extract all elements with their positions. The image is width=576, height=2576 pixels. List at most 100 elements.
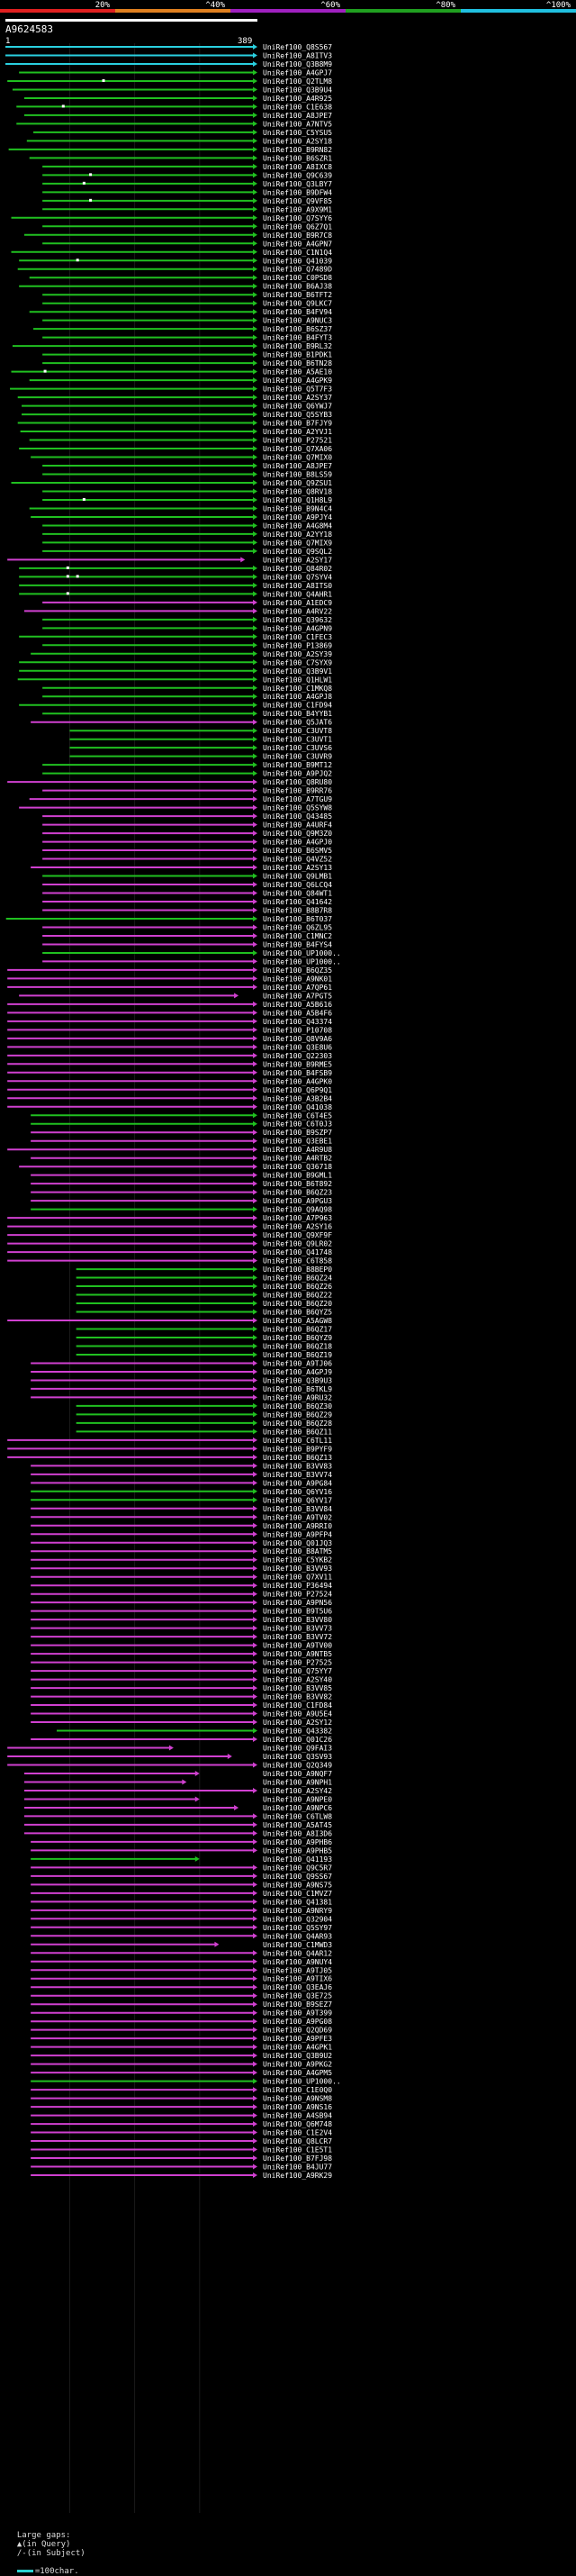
- scale-segment-60-80: [346, 9, 461, 13]
- hit-arrowhead: [253, 1318, 257, 1324]
- hit-row: UniRef100_A9TJ06: [31, 1359, 332, 1367]
- hit-arrowhead: [253, 1001, 257, 1007]
- hit-row: UniRef100_Q1HLW1: [17, 676, 332, 684]
- hit-arrowhead: [253, 1838, 257, 1845]
- hit-row: UniRef100_Q7XA06: [19, 445, 332, 453]
- hit-row: UniRef100_A8ITV3: [5, 51, 332, 59]
- hit-label: UniRef100_P27521: [263, 437, 332, 445]
- hit-arrowhead: [253, 121, 257, 127]
- hit-arrowhead: [253, 1992, 257, 1999]
- hit-arrowhead: [253, 309, 257, 315]
- hit-arrowhead: [253, 1027, 257, 1033]
- hit-label: UniRef100_A4R925: [263, 95, 332, 103]
- hit-arrowhead: [253, 821, 257, 828]
- scale-tick-label: ^60%: [320, 1, 340, 10]
- hit-arrowhead: [253, 574, 257, 580]
- hit-label: UniRef100_B6T892: [263, 1180, 332, 1188]
- hit-arrowhead: [253, 1086, 257, 1093]
- scale-segment-20-40: [115, 9, 230, 13]
- hit-arrowhead: [253, 1548, 257, 1555]
- hit-label: UniRef100_Q5T7F3: [263, 385, 332, 394]
- hit-arrowhead: [253, 540, 257, 546]
- hit-arrowhead: [253, 685, 257, 691]
- legend-query-gap-label: (in Query): [22, 2540, 71, 2549]
- hit-row: UniRef100_Q3B8M9: [5, 60, 332, 68]
- hit-arrowhead: [253, 1864, 257, 1871]
- hit-row: UniRef100_Q9ZSU1: [11, 479, 332, 487]
- gap-marker: [89, 198, 93, 202]
- hit-arrowhead: [253, 1309, 257, 1315]
- hit-label: UniRef100_C1FD94: [263, 702, 332, 710]
- gap-marker: [82, 497, 86, 501]
- hit-arrowhead: [253, 463, 257, 469]
- hit-row: UniRef100_A8I3D6: [23, 1829, 332, 1837]
- hit-label: UniRef100_A9TV00: [263, 1642, 332, 1650]
- hit-arrowhead: [253, 292, 257, 298]
- hit-label: UniRef100_A9NRY9: [263, 1907, 332, 1915]
- hit-label: UniRef100_Q9SQL2: [263, 548, 332, 556]
- hit-label: UniRef100_B3VV73: [263, 1625, 332, 1633]
- legend-gaps-label: Large gaps:: [16, 2531, 71, 2540]
- hit-label: UniRef100_C1E2V4: [263, 2129, 332, 2137]
- hit-arrowhead: [253, 223, 257, 230]
- hit-label: UniRef100_Q01C26: [263, 1736, 332, 1744]
- hit-label: UniRef100_B9RR76: [263, 787, 332, 795]
- hit-row: UniRef100_Q5T7F3: [10, 385, 332, 394]
- hit-row: UniRef100_Q2TLM8: [7, 77, 332, 86]
- hit-label: UniRef100_A4RV22: [263, 607, 332, 615]
- hit-row: UniRef100_Q6YWJ7: [22, 403, 332, 411]
- legend-scale-label: =100char.: [34, 2567, 79, 2576]
- hit-row: UniRef100_A7PGT5: [19, 992, 332, 1000]
- hit-label: UniRef100_A8IXC8: [263, 163, 332, 171]
- hit-arrowhead: [253, 1480, 257, 1486]
- hit-row: UniRef100_A2YY18: [42, 531, 332, 539]
- hit-arrowhead: [253, 779, 257, 785]
- hit-label: UniRef100_B9SEZ7: [263, 2000, 332, 2009]
- hit-row: UniRef100_A8JPE7: [23, 112, 332, 120]
- hit-label: UniRef100_Q7MIX0: [263, 454, 332, 462]
- hit-arrowhead: [253, 231, 257, 238]
- hit-arrowhead: [253, 694, 257, 700]
- hit-label: UniRef100_A8ITS0: [263, 582, 332, 590]
- hit-arrowhead: [253, 966, 257, 973]
- hit-arrowhead: [253, 1368, 257, 1374]
- hit-row: UniRef100_A4G8M4: [42, 522, 332, 530]
- gap-marker: [102, 78, 105, 82]
- hit-arrowhead: [253, 591, 257, 597]
- hit-row: UniRef100_A9PG08: [31, 2018, 332, 2026]
- hit-label: UniRef100_A9PGU3: [263, 1197, 332, 1205]
- hit-label: UniRef100_B6QZ30: [263, 1402, 332, 1410]
- hit-label: UniRef100_P10708: [263, 1026, 332, 1034]
- hit-row: UniRef100_Q8RU80: [7, 778, 332, 786]
- hit-row: UniRef100_Q7MIX0: [31, 454, 332, 462]
- hit-arrowhead: [253, 787, 257, 794]
- hit-arrowhead: [253, 975, 257, 982]
- hit-arrowhead: [253, 317, 257, 323]
- hit-label: UniRef100_B4FYT3: [263, 334, 332, 342]
- hit-arrowhead: [253, 1847, 257, 1854]
- hit-row: UniRef100_B3VV80: [31, 1616, 332, 1624]
- hit-label: UniRef100_Q3LBY7: [263, 180, 332, 188]
- hit-label: UniRef100_A9X9M1: [263, 205, 332, 213]
- hit-arrowhead: [253, 941, 257, 948]
- hit-row: UniRef100_B3VV84: [31, 1505, 332, 1513]
- hit-arrowhead: [253, 1120, 257, 1127]
- hit-arrowhead: [253, 1385, 257, 1392]
- hit-label: UniRef100_Q39632: [263, 616, 332, 624]
- hit-label: UniRef100_A9T399: [263, 2009, 332, 2018]
- hit-label: UniRef100_Q9C639: [263, 171, 332, 179]
- hit-label: UniRef100_B6QZ23: [263, 1189, 332, 1197]
- hit-label: UniRef100_B6TFT2: [263, 291, 332, 299]
- hit-arrowhead: [253, 958, 257, 965]
- hit-row: UniRef100_A9TV02: [31, 1513, 332, 1521]
- hit-row: UniRef100_Q2Q349: [7, 1761, 332, 1769]
- hit-row: UniRef100_A9NPH1: [23, 1778, 332, 1786]
- hit-row: UniRef100_Q1H8L9: [42, 496, 332, 504]
- hit-label: UniRef100_B9RME5: [263, 1060, 332, 1068]
- hit-label: UniRef100_Q3B9U4: [263, 86, 332, 94]
- hit-label: UniRef100_B9T5U6: [263, 1608, 332, 1616]
- hit-row: UniRef100_B1PDK1: [42, 351, 332, 359]
- hit-arrowhead: [253, 437, 257, 443]
- gap-marker: [66, 592, 69, 595]
